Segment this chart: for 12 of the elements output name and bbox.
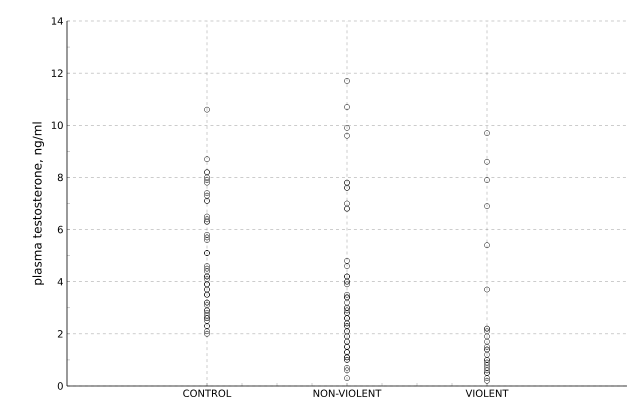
y-tick-label: 10 xyxy=(52,122,63,130)
y-tick-label: 8 xyxy=(58,174,63,182)
x-tick-label: VIOLENT xyxy=(466,390,509,398)
y-axis-title: plasma testosterone, ng/ml xyxy=(32,122,44,285)
y-tick-label: 12 xyxy=(52,69,62,77)
y-tick-label: 0 xyxy=(58,382,63,390)
y-tick-label: 4 xyxy=(58,278,63,286)
y-tick-label: 2 xyxy=(58,330,62,338)
x-tick-label: NON-VIOLENT xyxy=(314,390,382,398)
y-tick-label: 6 xyxy=(58,226,63,234)
y-tick-label: 14 xyxy=(52,17,63,25)
x-tick-label: CONTROL xyxy=(183,390,232,398)
